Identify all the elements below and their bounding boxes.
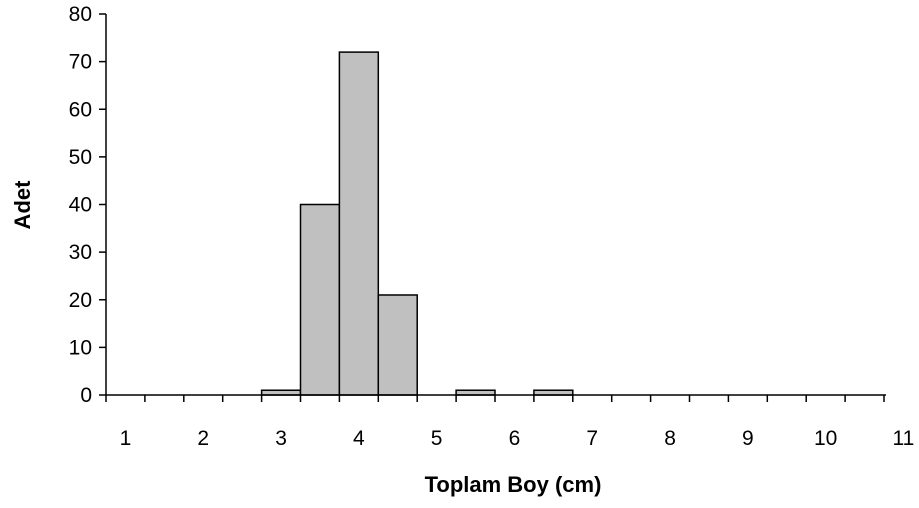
y-tick-label: 60 xyxy=(69,98,92,121)
x-tick-label: 5 xyxy=(431,427,443,450)
y-tick-label: 50 xyxy=(69,146,92,169)
histogram-bar xyxy=(377,294,418,396)
x-tick-label: 11 xyxy=(893,427,915,450)
y-tick-label: 10 xyxy=(69,336,92,359)
y-tick-label: 20 xyxy=(69,289,92,312)
x-axis-title: Toplam Boy (cm) xyxy=(425,472,602,497)
y-axis-ticks: 0 10 20 30 40 50 60 70 80 xyxy=(69,3,106,407)
x-tick-label: 7 xyxy=(586,427,598,450)
x-tick-label: 10 xyxy=(814,427,837,450)
x-tick-label: 3 xyxy=(275,427,287,450)
y-tick-label: 30 xyxy=(69,241,92,264)
x-tick-label: 9 xyxy=(742,427,754,450)
x-axis-ticks: 1 2 3 4 5 6 7 8 9 10 11 xyxy=(105,395,915,450)
y-tick-label: 0 xyxy=(80,384,92,407)
x-tick-label: 8 xyxy=(664,427,676,450)
y-tick-label: 80 xyxy=(69,3,92,26)
y-tick-label: 70 xyxy=(69,51,92,74)
bars-group xyxy=(260,51,574,396)
y-axis-title: Adet xyxy=(10,180,35,230)
x-tick-label: 4 xyxy=(353,427,365,450)
x-tick-label: 2 xyxy=(197,427,209,450)
histogram-bar xyxy=(299,203,341,396)
y-tick-label: 40 xyxy=(69,194,92,217)
x-tick-label: 6 xyxy=(509,427,521,450)
x-tick-label: 1 xyxy=(120,427,132,450)
histogram-bar xyxy=(338,51,380,396)
